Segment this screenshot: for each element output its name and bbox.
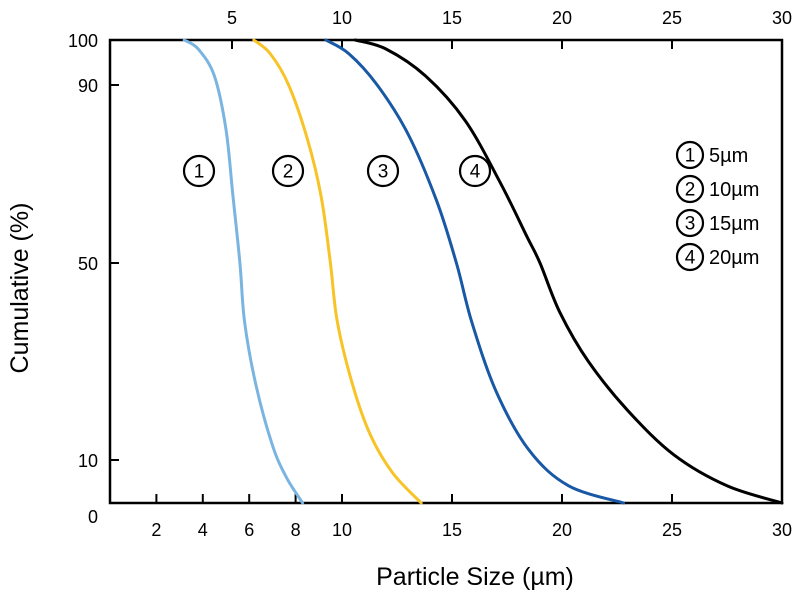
x-bottom-tick-label: 10 [332, 520, 352, 540]
marker-number: 1 [685, 146, 696, 167]
curve-marker-1: 1 [182, 154, 216, 188]
legend-entry: 2 10µm [675, 174, 759, 204]
series-line-5m [182, 38, 305, 505]
legend-entry: 4 20µm [675, 242, 759, 272]
marker-circle [458, 154, 492, 188]
marker-circle [366, 154, 400, 188]
y-tick-label: 0 [88, 507, 98, 527]
legend-marker-4: 4 [675, 242, 705, 272]
legend-entry: 1 5µm [675, 140, 748, 170]
x-bottom-tick-label: 8 [291, 520, 301, 540]
curve-marker-4: 4 [458, 154, 492, 188]
y-tick-label: 50 [78, 254, 98, 274]
marker-number: 2 [283, 162, 294, 183]
x-bottom-tick-label: 25 [662, 520, 682, 540]
legend-label: 20µm [709, 247, 759, 269]
series-line-15m [324, 38, 626, 505]
y-tick-label: 100 [68, 31, 98, 51]
marker-circle [675, 174, 705, 204]
labels-layer: 2 4 6 8 10 15 20 25 30 5 10 15 20 25 30 0 10 50 90 100 1 2 3 4 [68, 8, 792, 540]
marker-number: 4 [685, 248, 696, 269]
y-tick-label: 10 [78, 451, 98, 471]
x-top-tick-label: 25 [662, 8, 682, 28]
marker-number: 1 [194, 162, 205, 183]
legend-entry: 3 15µm [675, 208, 759, 238]
marker-number: 2 [685, 180, 696, 201]
legend: 1 5µm 2 10µm 3 15µm 4 20µm [675, 140, 759, 272]
legend-label: 15µm [709, 213, 759, 235]
legend-marker-1: 1 [675, 140, 705, 170]
curves-layer [182, 38, 784, 505]
x-bottom-tick-label: 4 [198, 520, 208, 540]
y-axis-title: Cumulative (%) [6, 203, 34, 374]
legend-marker-3: 3 [675, 208, 705, 238]
marker-circle [675, 208, 705, 238]
series-line-10m [252, 38, 423, 505]
series-line-20m [353, 38, 784, 505]
x-bottom-tick-label: 6 [244, 520, 254, 540]
marker-circle [271, 154, 305, 188]
x-top-tick-label: 15 [442, 8, 462, 28]
plot-frame [108, 38, 784, 505]
y-tick-label: 90 [78, 76, 98, 96]
ticks-layer [110, 40, 783, 503]
marker-number: 4 [470, 162, 481, 183]
curve-marker-3: 3 [366, 154, 400, 188]
marker-circle [182, 154, 216, 188]
x-top-tick-label: 30 [772, 8, 792, 28]
marker-circle [675, 140, 705, 170]
marker-circle [675, 242, 705, 272]
x-bottom-tick-label: 30 [772, 520, 792, 540]
x-top-tick-label: 10 [332, 8, 352, 28]
x-bottom-tick-label: 15 [442, 520, 462, 540]
x-top-tick-label: 5 [227, 8, 237, 28]
x-bottom-tick-label: 2 [151, 520, 161, 540]
marker-number: 3 [378, 162, 389, 183]
curve-marker-2: 2 [271, 154, 305, 188]
x-bottom-tick-label: 20 [552, 520, 572, 540]
marker-number: 3 [685, 214, 696, 235]
x-axis-title: Particle Size (µm) [376, 563, 574, 591]
legend-label: 10µm [709, 179, 759, 201]
legend-marker-2: 2 [675, 174, 705, 204]
x-top-tick-label: 20 [552, 8, 572, 28]
legend-label: 5µm [709, 145, 748, 167]
